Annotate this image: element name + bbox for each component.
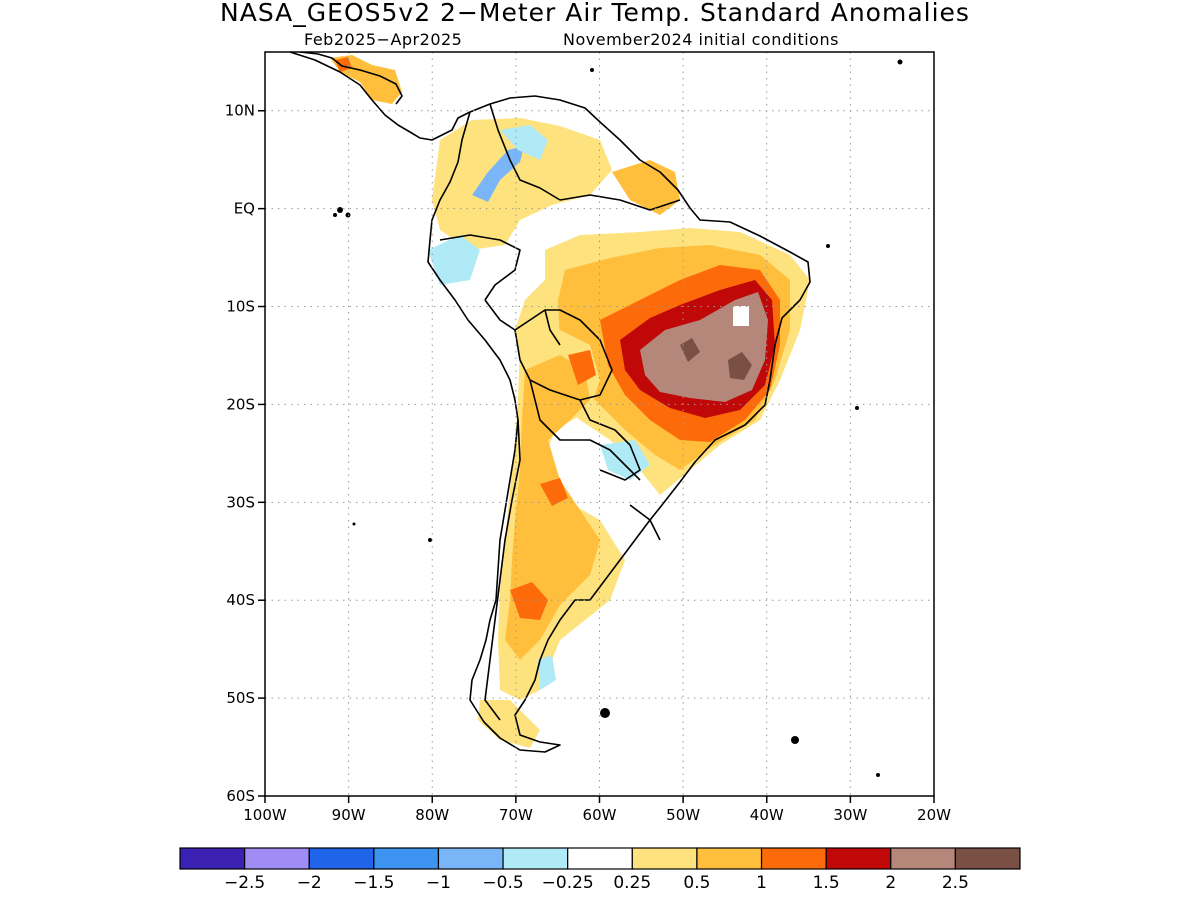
forecast-period: Feb2025−Apr2025 [304,30,463,49]
anomaly-patch-andes-cool [428,235,480,285]
island-fernando [826,244,830,248]
island-caribbean-1 [590,68,594,72]
coastline-central-america [289,52,471,141]
lat-tick-label: 10S [226,298,255,316]
colorbar-label: 1.5 [812,873,840,893]
coastline-gulf-north [299,52,403,105]
anomaly-patch-central-america-hot [335,57,352,72]
lat-tick-label: 10N [225,102,255,120]
border-paraguay [579,399,641,481]
island-south-georgia [791,736,799,744]
island-sandwich [876,773,880,777]
anomaly-patch-bolivia-hot [568,350,596,385]
border-brazil-guiana [559,194,681,211]
lon-tick-label: 50W [666,806,700,824]
colorbar-label: −0.5 [482,873,524,893]
lon-tick-label: 20W [917,806,951,824]
colorbar-label: 0.5 [683,873,711,893]
colorbar-swatch [696,847,763,870]
colorbar-swatch [954,847,1021,870]
island-trindade [855,406,859,410]
coastline-south-america [427,95,811,753]
colorbar-label: −2.5 [223,873,266,893]
border-bolivia [514,309,613,401]
colorbar-swatch [825,847,892,870]
colorbar-label: 1 [756,873,767,893]
colorbar-swatch [631,847,698,870]
island-galapagos-2 [345,212,351,218]
colorbar-swatch [760,847,827,870]
island-caribbean-2 [897,59,903,65]
lon-tick-label: 100W [243,806,287,824]
anomaly-patch-uruguay-cool [600,440,650,480]
lat-tick-label: 50S [226,689,255,707]
lon-tick-label: 40W [750,806,784,824]
island-galapagos-3 [333,213,337,217]
border-peru-brazil [484,299,561,346]
anomaly-patch-patagonia-cool [538,655,556,690]
coastlines [289,52,811,753]
anomaly-patch-colombia-warm [432,118,612,250]
colorbar-swatch [244,847,310,870]
lat-tick-label: 40S [226,591,255,609]
colorbar-swatch [437,847,504,870]
colorbar-label: 2.5 [941,873,969,893]
anomaly-patch-venezuela-cool [500,125,548,160]
colorbar-label: −0.25 [541,873,594,893]
colorbar [179,847,1021,870]
border-colombia-peru [439,234,521,301]
anomaly-patch-brazil-max-1 [728,352,752,380]
colorbar-swatch [179,847,246,870]
lat-tick-label: EQ [234,200,255,218]
colorbar-label: 2 [885,873,897,893]
island-falklands [600,708,610,718]
anomaly-patch-colombia-cool [472,146,524,202]
lat-tick-label: 20S [226,395,255,413]
anomaly-patch-brazil-max-2 [680,338,700,362]
islands [333,59,903,777]
island-juan-fernandez [428,538,432,542]
border-uruguay [629,504,661,541]
chart-title: NASA_GEOS5v2 2−Meter Air Temp. Standard … [220,0,970,27]
initial-conditions: November2024 initial conditions [563,30,839,49]
island-easter [352,522,356,526]
colorbar-swatch [890,847,956,870]
anomaly-fills [330,55,810,748]
anomaly-patch-argentina-hot [540,478,568,506]
border-colombia-venezuela [489,103,561,201]
colorbar-swatch [308,847,375,870]
colorbar-swatch [373,847,440,870]
anomaly-patch-guiana [612,160,680,215]
colorbar-label: 0.25 [613,873,652,893]
lon-tick-label: 70W [499,806,533,824]
lat-tick-label: 30S [226,493,255,511]
lon-tick-label: 90W [332,806,366,824]
colorbar-swatch [502,847,569,870]
border-argentina-chile [484,419,521,721]
colorbar-label: −2 [296,873,322,893]
anomaly-patch-patagonia-hot [510,582,548,620]
lon-tick-label: 80W [415,806,449,824]
lon-tick-label: 60W [583,806,617,824]
island-galapagos-1 [337,207,343,213]
border-argentina-north [529,379,641,481]
axis-ticks [258,109,935,803]
colorbar-label: −1.5 [353,873,395,893]
lat-tick-label: 60S [226,787,255,805]
grid-lines [265,52,934,796]
anomaly-patch-tierra-del-fuego [478,700,540,748]
lon-tick-label: 30W [833,806,867,824]
colorbar-swatch [567,847,633,870]
colorbar-label: −1 [425,873,451,893]
missing-data-cell [733,306,749,326]
